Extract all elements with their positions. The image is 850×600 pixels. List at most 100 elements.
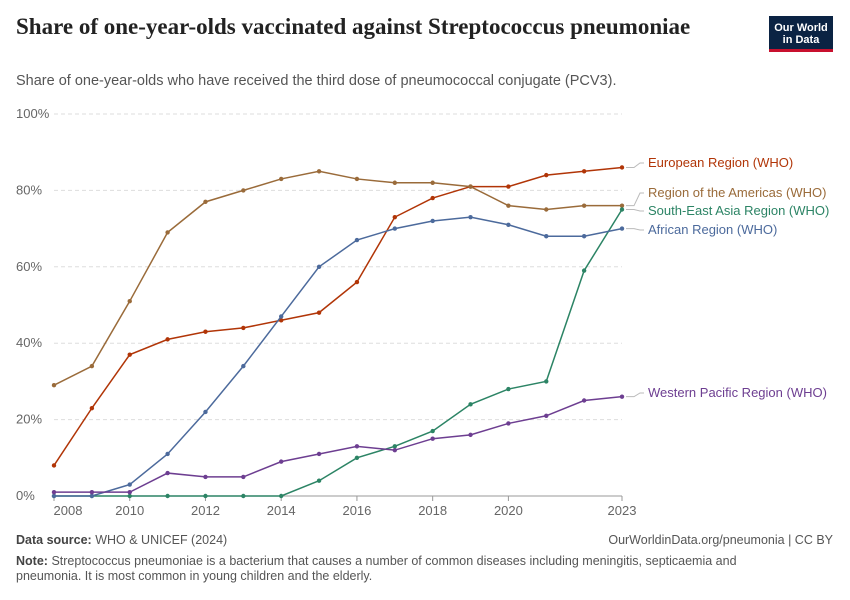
data-point <box>392 214 397 220</box>
series-line <box>53 170 622 386</box>
data-point <box>241 493 246 499</box>
data-point <box>430 428 435 434</box>
data-point <box>241 325 246 331</box>
data-point <box>165 230 170 235</box>
logo-line-1: Our World <box>774 22 828 34</box>
y-tick-label: 0% <box>16 488 35 503</box>
owid-logo[interactable]: Our World in Data <box>769 16 833 52</box>
data-point <box>89 493 95 499</box>
data-point <box>279 314 284 319</box>
data-point <box>165 337 170 342</box>
data-point <box>544 234 549 239</box>
data-point <box>581 398 587 403</box>
data-point <box>506 421 511 426</box>
series-line <box>54 209 623 497</box>
legend-connector <box>626 209 644 212</box>
data-point <box>165 451 170 457</box>
series-1: Region of the Americas (WHO) <box>51 169 826 388</box>
legend-label: Region of the Americas (WHO) <box>648 185 826 200</box>
x-tick-label: 2012 <box>191 503 220 518</box>
data-point <box>127 493 132 499</box>
data-point <box>127 352 132 357</box>
x-tick-label: 2008 <box>54 503 83 518</box>
data-point <box>619 203 625 208</box>
data-point <box>581 203 587 208</box>
data-point <box>241 363 246 369</box>
data-point <box>279 318 284 323</box>
x-tick-label: 2016 <box>342 503 371 518</box>
chart-title: Share of one-year-olds vaccinated agains… <box>16 14 691 39</box>
note-label: Note: <box>16 554 48 568</box>
data-point <box>316 451 322 457</box>
legend-label: African Region (WHO) <box>648 222 777 237</box>
data-point <box>544 379 549 384</box>
data-point <box>430 436 435 441</box>
data-point <box>203 409 208 415</box>
data-point <box>392 180 397 185</box>
y-tick-label: 60% <box>16 259 42 274</box>
data-point <box>89 405 95 411</box>
data-point <box>279 176 284 182</box>
legend-connector <box>626 162 644 168</box>
data-point <box>544 207 549 212</box>
data-point <box>468 402 473 407</box>
legend-connector <box>626 192 644 207</box>
data-point <box>316 310 322 315</box>
data-point <box>165 493 170 499</box>
data-point <box>468 184 473 189</box>
series-2: South-East Asia Region (WHO) <box>51 203 829 499</box>
series-line <box>54 395 623 493</box>
data-point <box>581 268 587 273</box>
data-point <box>354 444 360 449</box>
data-point <box>203 474 208 480</box>
legend-connector <box>626 228 644 231</box>
series-4: Western Pacific Region (WHO) <box>51 385 827 495</box>
data-point <box>506 386 511 392</box>
credit-link[interactable]: OurWorldinData.org/pneumonia | CC BY <box>608 533 833 547</box>
x-tick-label: 2023 <box>608 503 637 518</box>
legend-label: Western Pacific Region (WHO) <box>648 385 827 400</box>
data-point <box>354 176 360 182</box>
data-point <box>165 470 170 476</box>
y-tick-label: 40% <box>16 335 42 350</box>
data-point <box>51 383 57 388</box>
series-0: European Region (WHO) <box>51 155 793 468</box>
data-point <box>468 214 473 220</box>
data-point <box>581 234 587 239</box>
data-point <box>354 455 360 460</box>
data-point <box>127 489 132 495</box>
data-point <box>619 165 625 170</box>
data-point <box>506 203 511 208</box>
logo-line-2: in Data <box>782 34 820 46</box>
data-point <box>430 195 435 201</box>
data-point <box>392 447 397 453</box>
data-point <box>51 493 57 499</box>
legend-label: South-East Asia Region (WHO) <box>648 203 829 218</box>
data-point <box>354 237 360 243</box>
data-point <box>51 463 57 468</box>
data-point <box>581 169 587 174</box>
chart-subtitle: Share of one-year-olds who have received… <box>16 73 617 89</box>
data-point <box>506 222 511 227</box>
legend-label: European Region (WHO) <box>648 155 793 170</box>
x-tick-label: 2020 <box>494 503 523 518</box>
data-point <box>316 478 322 483</box>
data-point <box>241 188 246 193</box>
line-chart: 0% 20% 40% 60% 80% 100% 2008 2010 2012 2014 2016 20… <box>16 106 829 518</box>
x-tick-label: 2010 <box>115 503 144 518</box>
series-line <box>53 166 623 466</box>
data-point <box>544 172 549 178</box>
y-tick-label: 80% <box>16 182 42 197</box>
data-point <box>392 444 397 449</box>
data-point <box>127 482 132 487</box>
data-point <box>203 493 208 499</box>
x-tick-label: 2014 <box>267 503 296 518</box>
data-point <box>430 180 435 185</box>
x-tick-label: 2018 <box>418 503 447 518</box>
source-label: Data source: <box>16 533 92 547</box>
data-point <box>279 459 284 464</box>
data-point <box>619 226 625 231</box>
data-point <box>316 264 322 269</box>
data-point <box>89 489 95 495</box>
data-point <box>241 474 246 480</box>
